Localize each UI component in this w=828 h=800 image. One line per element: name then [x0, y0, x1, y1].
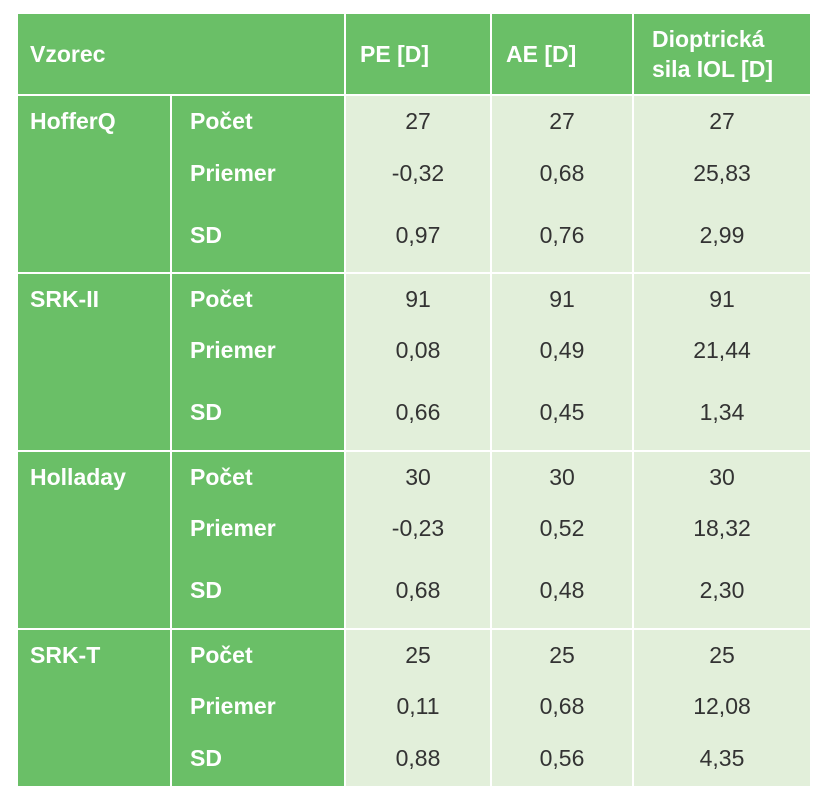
stat-label: Priemer	[170, 147, 346, 199]
iol-value: 12,08	[632, 681, 812, 731]
stat-label: Počet	[170, 628, 346, 681]
header-iol-line1: Dioptrická	[652, 26, 765, 52]
iol-value: 2,99	[632, 199, 812, 274]
formula-cell: Holladay	[16, 450, 172, 630]
table-row: Priemer -0,32 0,68 25,83	[17, 147, 812, 199]
ae-value: 91	[490, 272, 634, 325]
table-row: Priemer 0,11 0,68 12,08	[17, 681, 812, 731]
stat-label: Počet	[170, 450, 346, 503]
table-row: SRK-II Počet 91 91 91	[16, 272, 812, 452]
iol-value: 1,34	[632, 375, 812, 452]
header-iol-line2: sila IOL [D]	[652, 56, 773, 82]
header-formula: Vzorec	[16, 12, 346, 96]
ae-value: 0,45	[490, 375, 634, 452]
pe-value: 0,88	[344, 731, 492, 788]
pe-value: 0,97	[344, 199, 492, 274]
pe-value: 25	[344, 628, 492, 681]
stat-label: Počet	[170, 94, 346, 147]
table-row: HofferQ Počet 27 27 27	[16, 94, 812, 274]
table-row: SD 0,66 0,45 1,34	[17, 375, 812, 452]
ae-value: 0,52	[490, 503, 634, 553]
table-row: Holladay Počet 30 30 30	[16, 450, 812, 630]
ae-value: 25	[490, 628, 634, 681]
ae-value: 0,68	[490, 681, 634, 731]
iol-value: 25	[632, 628, 812, 681]
formula-cell: SRK-II	[16, 272, 172, 452]
stat-label: SD	[170, 375, 346, 452]
ae-value: 0,48	[490, 553, 634, 630]
pe-value: 27	[344, 94, 492, 147]
stat-label: Priemer	[170, 325, 346, 375]
header-ae: AE [D]	[490, 12, 634, 96]
pe-value: 0,68	[344, 553, 492, 630]
results-table-container: Vzorec PE [D] AE [D] Dioptrická sila IOL…	[16, 12, 812, 788]
table-row: Priemer 0,08 0,49 21,44	[17, 325, 812, 375]
pe-value: 91	[344, 272, 492, 325]
iol-value: 2,30	[632, 553, 812, 630]
pe-value: 0,11	[344, 681, 492, 731]
formula-cell: SRK-T	[16, 628, 172, 788]
pe-value: -0,32	[344, 147, 492, 199]
iol-value: 21,44	[632, 325, 812, 375]
header-iol-power: Dioptrická sila IOL [D]	[632, 12, 812, 96]
stat-label: Priemer	[170, 681, 346, 731]
ae-value: 30	[490, 450, 634, 503]
pe-value: -0,23	[344, 503, 492, 553]
stat-label: SD	[170, 199, 346, 274]
formula-cell: HofferQ	[16, 94, 172, 274]
table-row: Priemer -0,23 0,52 18,32	[17, 503, 812, 553]
ae-value: 27	[490, 94, 634, 147]
iol-formula-results-table: Vzorec PE [D] AE [D] Dioptrická sila IOL…	[16, 12, 812, 788]
iol-value: 27	[632, 94, 812, 147]
stat-label: Priemer	[170, 503, 346, 553]
table-row: SD 0,97 0,76 2,99	[17, 199, 812, 274]
iol-value: 91	[632, 272, 812, 325]
pe-value: 0,66	[344, 375, 492, 452]
ae-value: 0,68	[490, 147, 634, 199]
iol-value: 4,35	[632, 731, 812, 788]
ae-value: 0,49	[490, 325, 634, 375]
iol-value: 25,83	[632, 147, 812, 199]
header-pe: PE [D]	[344, 12, 492, 96]
stat-label: SD	[170, 553, 346, 630]
pe-value: 0,08	[344, 325, 492, 375]
ae-value: 0,56	[490, 731, 634, 788]
table-row: SRK-T Počet 25 25 25	[16, 628, 812, 788]
header-row: Vzorec PE [D] AE [D] Dioptrická sila IOL…	[16, 12, 812, 96]
iol-value: 18,32	[632, 503, 812, 553]
stat-label: Počet	[170, 272, 346, 325]
pe-value: 30	[344, 450, 492, 503]
ae-value: 0,76	[490, 199, 634, 274]
stat-label: SD	[170, 731, 346, 788]
table-row: SD 0,88 0,56 4,35	[17, 731, 812, 788]
iol-value: 30	[632, 450, 812, 503]
table-row: SD 0,68 0,48 2,30	[17, 553, 812, 630]
